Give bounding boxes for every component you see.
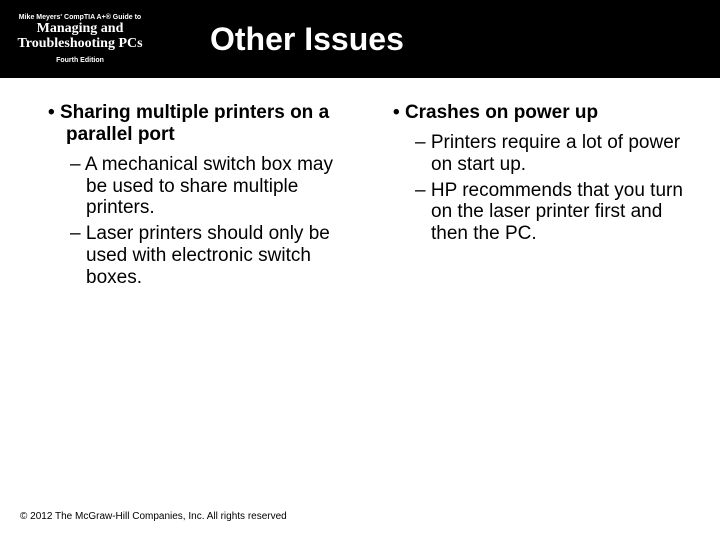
header-book-info: Mike Meyers' CompTIA A+® Guide to Managi… xyxy=(0,10,160,69)
right-sub-bullet-2: HP recommends that you turn on the laser… xyxy=(415,180,690,246)
right-column: Crashes on power up Printers require a l… xyxy=(375,102,690,293)
left-sub-bullet-2: Laser printers should only be used with … xyxy=(70,223,345,289)
book-title: Managing and Troubleshooting PCs xyxy=(4,21,156,52)
left-sub-bullet-1: A mechanical switch box may be used to s… xyxy=(70,154,345,220)
left-column: Sharing multiple printers on a parallel … xyxy=(30,102,345,293)
header-bar: Mike Meyers' CompTIA A+® Guide to Managi… xyxy=(0,0,720,78)
left-main-bullet: Sharing multiple printers on a parallel … xyxy=(48,102,345,146)
right-main-bullet: Crashes on power up xyxy=(393,102,690,124)
book-edition: Fourth Edition xyxy=(4,57,156,64)
book-series: Mike Meyers' CompTIA A+® Guide to xyxy=(4,14,156,21)
slide-title: Other Issues xyxy=(210,21,404,58)
copyright-footer: © 2012 The McGraw-Hill Companies, Inc. A… xyxy=(20,511,287,522)
right-sub-bullet-1: Printers require a lot of power on start… xyxy=(415,132,690,176)
content-area: Sharing multiple printers on a parallel … xyxy=(0,78,720,293)
